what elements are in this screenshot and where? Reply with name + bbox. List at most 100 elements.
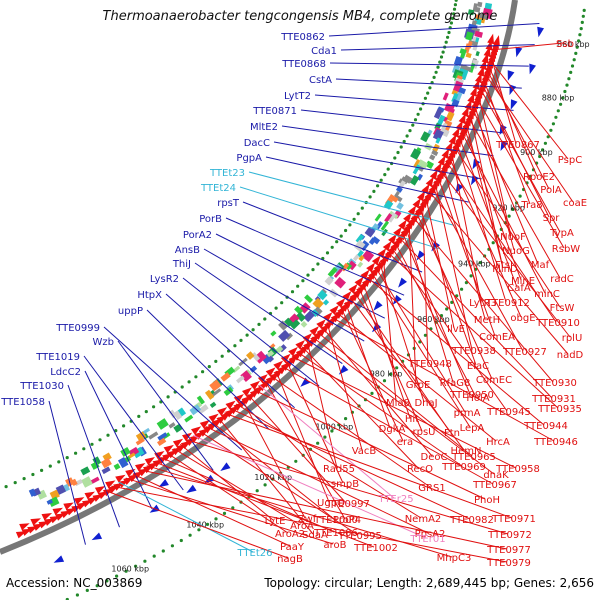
reverse-gene-arrow (398, 219, 407, 230)
reverse-gene-arrow (273, 360, 284, 370)
gene-bar (304, 294, 314, 304)
left-label-leader (203, 248, 365, 342)
gene-label-right: ComEA (479, 332, 515, 343)
inner-tick-dot (411, 123, 415, 127)
outer-tick-dot (445, 307, 449, 311)
right-label-leader (118, 481, 254, 553)
outer-tick-dot (179, 538, 183, 543)
gene-bar (120, 447, 131, 457)
inner-tick-dot (301, 279, 305, 283)
right-label-leader (270, 375, 431, 488)
map-title: Thermoanaerobacter tengcongensis MB4, co… (102, 9, 498, 24)
inner-tick-dot (239, 338, 243, 342)
inner-tick-dot (40, 468, 44, 472)
reverse-gene-arrow (458, 113, 466, 124)
inner-tick-dot (57, 460, 61, 464)
gene-label-right: TTE0958 (495, 464, 540, 475)
gene-label-left: TTE1058 (0, 397, 45, 408)
reverse-gene-arrow (84, 491, 95, 500)
inner-tick-dot (452, 7, 457, 11)
gene-bar (361, 249, 375, 263)
outer-tick-dot (554, 115, 558, 119)
gene-label-left: CstA (309, 75, 332, 86)
inner-tick-dot (330, 245, 334, 249)
reverse-gene-arrow (360, 269, 370, 280)
reverse-gene-arrow (191, 426, 202, 435)
forward-gene-arrow (392, 294, 402, 305)
gene-label-right: TTE0997 (325, 499, 370, 510)
right-label-leader (491, 42, 564, 51)
kbp-tick-label: 900 kbp (520, 148, 553, 157)
inner-tick-dot (386, 167, 390, 171)
reverse-gene-arrow (60, 510, 71, 519)
gene-label-right: NuoF (500, 232, 526, 243)
gene-label-right: AroA (290, 521, 314, 532)
reverse-gene-arrow (55, 513, 66, 521)
right-label-leader (477, 91, 512, 237)
inner-tick-dot (335, 240, 339, 244)
gene-bar (285, 332, 293, 341)
kbp-tick-label: 1040 kbp (186, 521, 224, 530)
reverse-gene-arrow (371, 255, 381, 266)
inner-tick-dot (438, 60, 442, 64)
right-label-leader (480, 82, 550, 218)
gene-label-right: FtsW (550, 303, 575, 314)
left-label-leader (48, 400, 86, 545)
gene-label-right: HrcA (486, 437, 510, 448)
gene-label-lines (48, 23, 574, 563)
gene-label-left: LysR2 (150, 274, 179, 285)
inner-tick-dot (296, 284, 300, 288)
outer-tick-dot (575, 45, 579, 49)
gene-bar (317, 289, 328, 301)
right-label-leader (374, 266, 466, 413)
reverse-gene-arrow (207, 421, 218, 431)
right-label-leader (485, 68, 550, 190)
gene-label-right: TTE1002 (353, 543, 398, 554)
inner-tick-dot (106, 433, 110, 437)
inner-tick-dot (423, 96, 427, 100)
right-label-leader (312, 336, 495, 475)
outer-tick-dot (395, 366, 399, 370)
gene-label-right: CafA (507, 283, 531, 294)
reverse-gene-arrow (182, 432, 193, 442)
gene-bar (458, 87, 467, 95)
gene-label-right: TTE0995 (337, 531, 382, 542)
gene-bar (384, 213, 393, 223)
right-label-leader (366, 276, 545, 426)
left-label-leader (329, 62, 529, 67)
gene-bar (220, 372, 231, 382)
right-label-leader (247, 394, 347, 504)
gene-label-right: MhpC3 (437, 553, 472, 564)
right-label-leader (475, 96, 565, 249)
gene-bar (235, 375, 245, 384)
right-label-leader (173, 448, 301, 526)
outer-tick-dot (255, 489, 259, 493)
gene-label-right: VacB (352, 446, 377, 457)
gene-label-right: AroA2 (275, 529, 305, 540)
inner-tick-dot (453, 3, 457, 7)
gene-arrows (15, 26, 544, 563)
right-label-leader (401, 231, 471, 395)
gene-label-right: rplU (562, 333, 583, 344)
reverse-gene-arrow (377, 248, 387, 259)
inner-tick-dot (207, 365, 211, 369)
gene-bar (380, 220, 390, 231)
reverse-gene-arrow (115, 474, 126, 483)
inner-tick-dot (65, 456, 69, 460)
outer-tick-dot (323, 435, 327, 439)
left-label-leader (103, 326, 243, 451)
reverse-gene-arrow (467, 92, 475, 104)
gene-bar (357, 261, 364, 268)
reverse-gene-arrow (393, 226, 402, 237)
inner-tick-dot (393, 156, 397, 160)
reverse-gene-arrow (225, 400, 236, 410)
gene-label-right: radC (550, 274, 574, 285)
gene-bar (197, 404, 209, 415)
right-label-leader (103, 489, 289, 559)
right-label-leader (296, 351, 463, 467)
outer-tick-dot (578, 33, 582, 37)
gene-bar (364, 226, 376, 238)
reverse-gene-arrow (172, 438, 184, 448)
inner-tick-dot (344, 228, 348, 233)
